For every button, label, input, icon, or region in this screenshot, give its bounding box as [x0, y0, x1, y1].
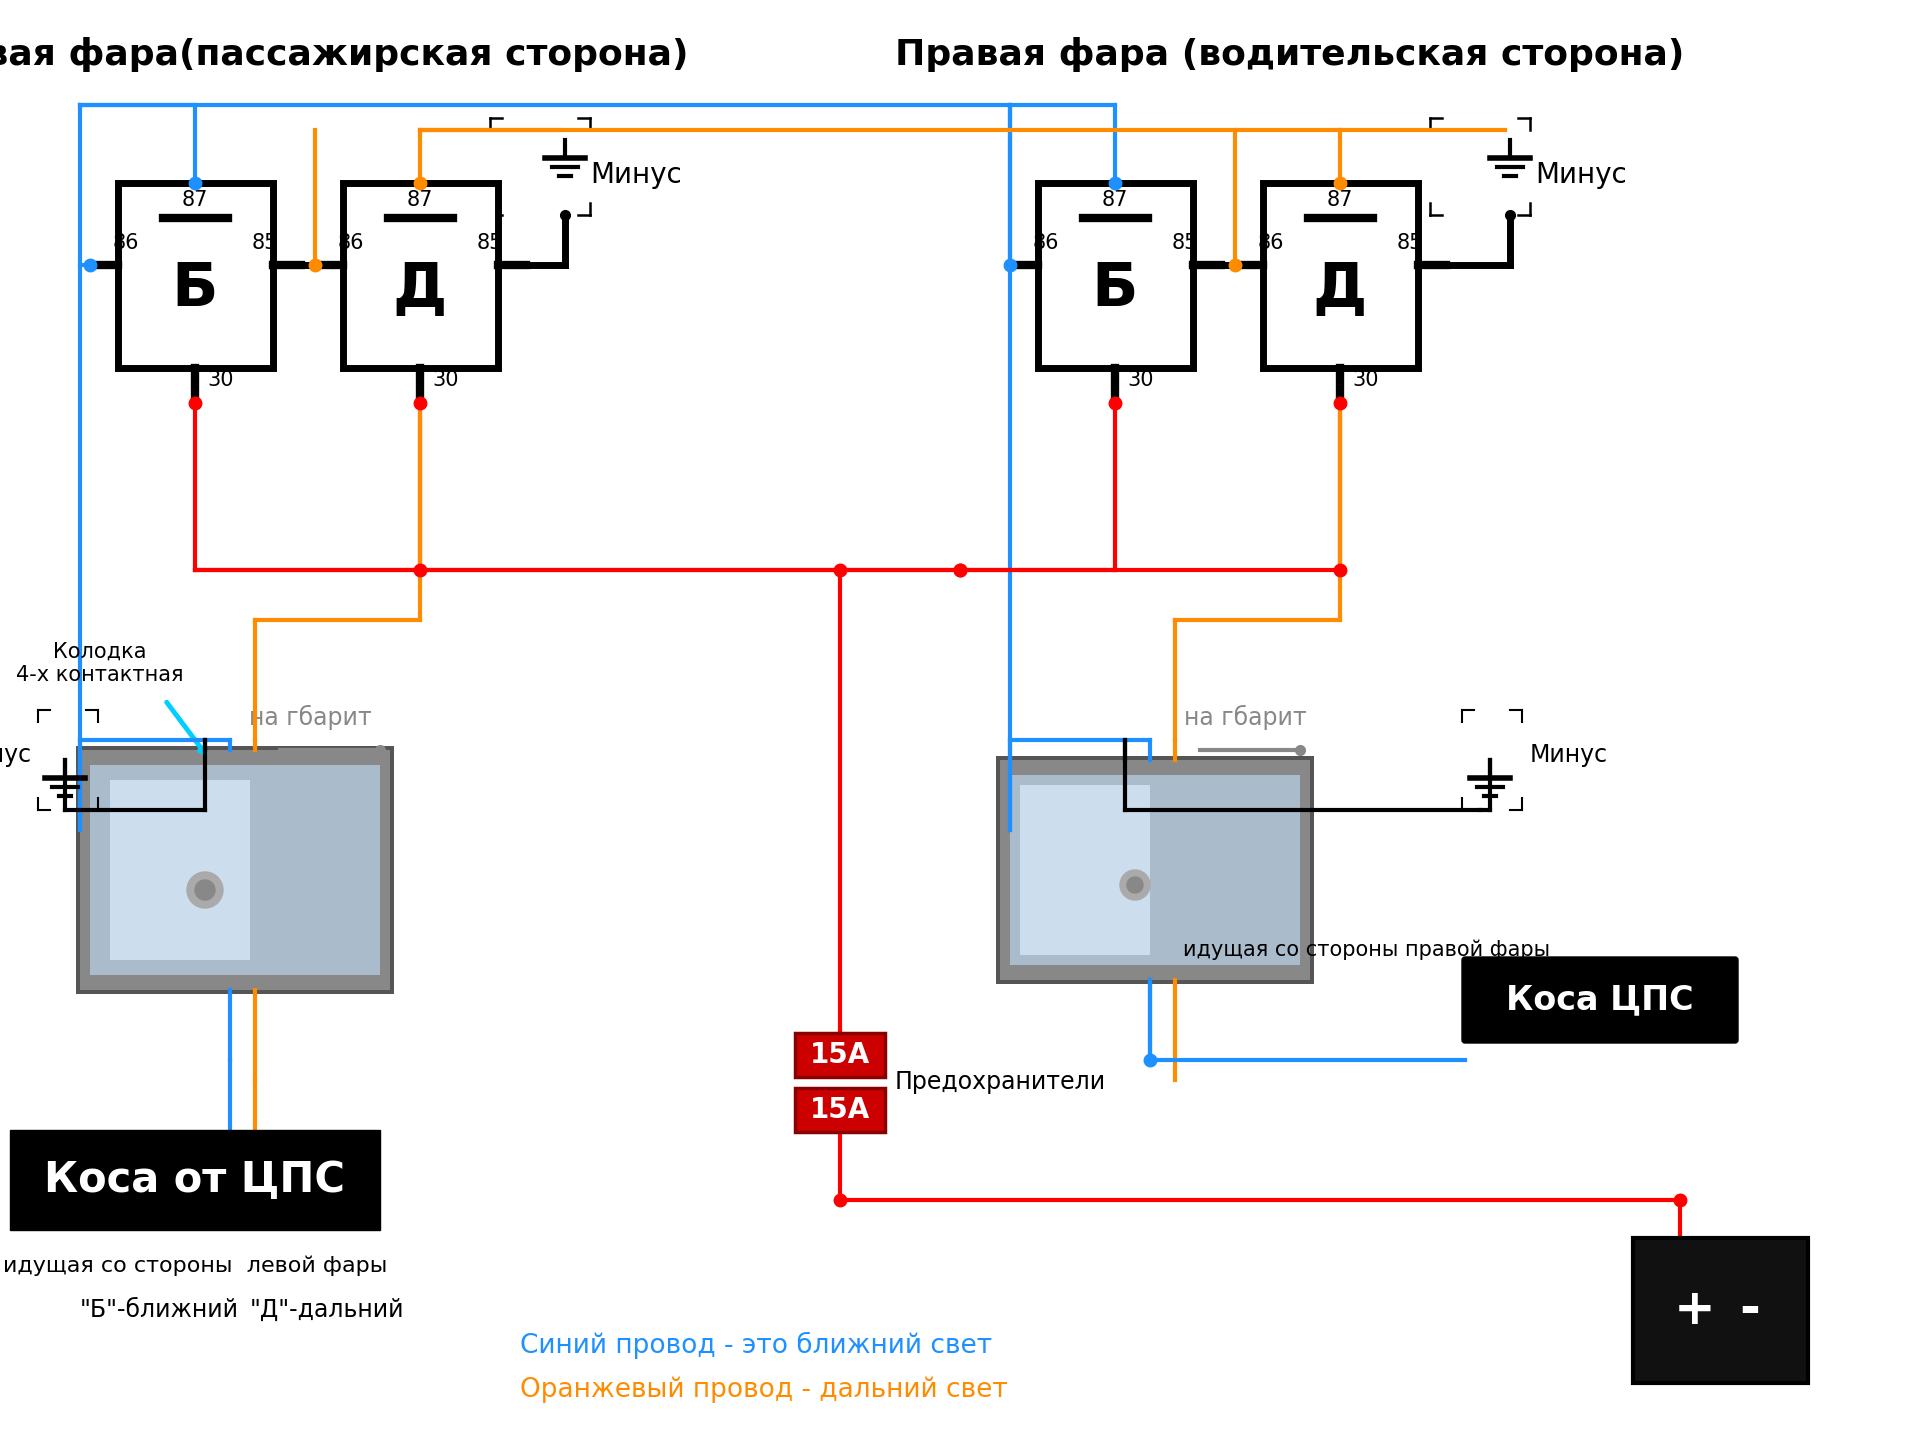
FancyBboxPatch shape: [795, 1032, 885, 1077]
Text: 86: 86: [1258, 233, 1284, 253]
Text: Коса от ЦПС: Коса от ЦПС: [44, 1159, 346, 1201]
Text: Правая фара (водительская сторона): Правая фара (водительская сторона): [895, 37, 1684, 72]
Text: Оранжевый провод - дальний свет: Оранжевый провод - дальний свет: [520, 1377, 1008, 1403]
Text: "Б"-ближний: "Б"-ближний: [81, 1297, 238, 1322]
Text: 86: 86: [338, 233, 363, 253]
Bar: [1263, 183, 1417, 367]
Circle shape: [1127, 877, 1142, 893]
Bar: [1632, 1237, 1807, 1382]
Text: 85: 85: [1171, 233, 1198, 253]
Bar: [1037, 183, 1192, 367]
Bar: [996, 756, 1313, 984]
Text: 85: 85: [1396, 233, 1423, 253]
Text: Коса ЦПС: Коса ЦПС: [1505, 984, 1693, 1017]
Bar: [90, 765, 380, 975]
Text: Левая фара(пассажирская сторона): Левая фара(пассажирская сторона): [0, 37, 689, 72]
Text: 15А: 15А: [810, 1096, 870, 1125]
Text: Синий провод - это ближний свет: Синий провод - это ближний свет: [520, 1332, 993, 1358]
Text: 86: 86: [1033, 233, 1058, 253]
Bar: [1010, 775, 1300, 965]
Text: 30: 30: [1352, 370, 1379, 389]
Text: 85: 85: [252, 233, 278, 253]
Text: +: +: [1674, 1286, 1716, 1333]
Bar: [1000, 760, 1309, 981]
Text: Колодка
4-х контактная: Колодка 4-х контактная: [15, 642, 184, 685]
Text: 87: 87: [1102, 190, 1129, 209]
Text: 85: 85: [476, 233, 503, 253]
Circle shape: [196, 880, 215, 900]
Text: на гбарит: на гбарит: [1183, 704, 1306, 730]
Bar: [1020, 785, 1150, 955]
FancyBboxPatch shape: [1461, 958, 1738, 1043]
Text: Б: Б: [171, 261, 219, 320]
Text: Минус: Минус: [1530, 743, 1609, 768]
Text: 15А: 15А: [810, 1041, 870, 1068]
Text: 30: 30: [432, 370, 459, 389]
Text: идущая со стороны  левой фары: идущая со стороны левой фары: [2, 1256, 388, 1276]
Text: Д: Д: [1313, 261, 1367, 320]
Text: 87: 87: [182, 190, 207, 209]
Text: Минус: Минус: [0, 743, 33, 768]
Text: 30: 30: [207, 370, 234, 389]
Circle shape: [186, 873, 223, 909]
Bar: [109, 780, 250, 960]
Text: Д: Д: [394, 261, 447, 320]
Text: Предохранители: Предохранители: [895, 1070, 1106, 1094]
Text: 87: 87: [407, 190, 434, 209]
Text: на гбарит: на гбарит: [248, 704, 371, 730]
Text: 86: 86: [111, 233, 138, 253]
Text: Минус: Минус: [1534, 161, 1626, 189]
Bar: [77, 746, 394, 994]
Text: -: -: [1740, 1286, 1761, 1333]
Bar: [342, 183, 497, 367]
Text: 30: 30: [1127, 370, 1154, 389]
Text: "Д"-дальний: "Д"-дальний: [250, 1297, 405, 1322]
Text: Б: Б: [1092, 261, 1139, 320]
Text: 87: 87: [1327, 190, 1354, 209]
Bar: [10, 1130, 380, 1230]
Text: Минус: Минус: [589, 161, 682, 189]
Text: идущая со стороны правой фары: идущая со стороны правой фары: [1183, 940, 1549, 960]
FancyBboxPatch shape: [795, 1089, 885, 1132]
Bar: [81, 750, 390, 991]
Bar: [117, 183, 273, 367]
Circle shape: [1119, 870, 1150, 900]
